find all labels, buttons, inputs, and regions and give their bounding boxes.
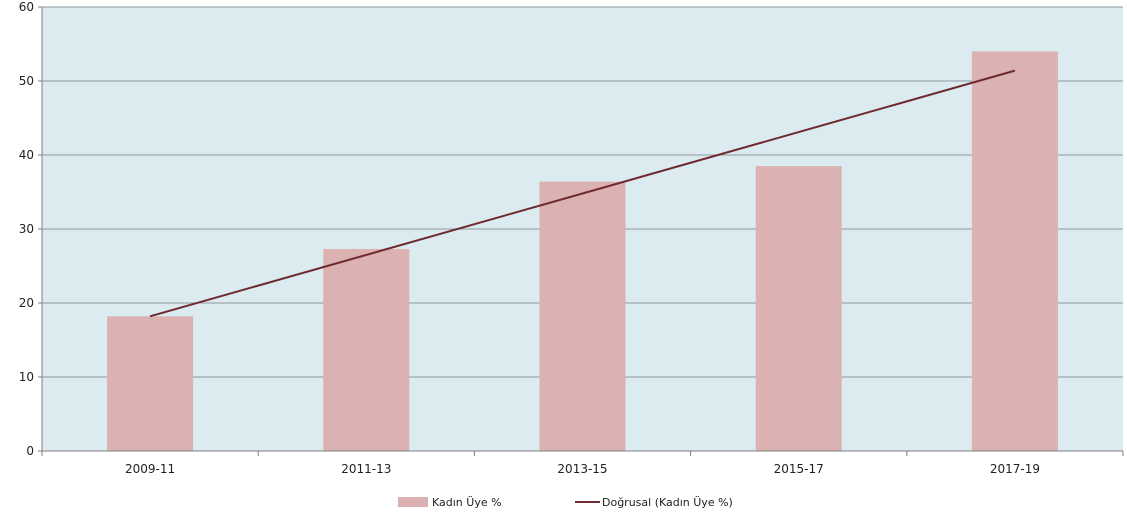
trendline-group bbox=[149, 69, 1016, 318]
bar bbox=[539, 181, 626, 451]
legend-label-trendline: Doğrusal (Kadın Üye %) bbox=[602, 496, 733, 509]
y-tick-label: 40 bbox=[19, 148, 34, 162]
bar bbox=[755, 166, 842, 451]
bars bbox=[107, 51, 1058, 452]
bar bbox=[107, 316, 194, 451]
legend-swatch-bar bbox=[398, 497, 428, 507]
y-tick-label: 10 bbox=[19, 370, 34, 384]
y-tick-label: 60 bbox=[19, 0, 34, 14]
y-tick-label: 20 bbox=[19, 296, 34, 310]
x-tick-label: 2009-11 bbox=[125, 462, 175, 476]
y-axis-ticks: 0 10 20 30 40 50 60 bbox=[19, 0, 42, 458]
x-tick-label: 2011-13 bbox=[341, 462, 391, 476]
y-tick-label: 50 bbox=[19, 74, 34, 88]
x-tick-label: 2017-19 bbox=[990, 462, 1040, 476]
bar bbox=[323, 248, 410, 451]
trendline bbox=[149, 69, 1016, 318]
bar bbox=[971, 51, 1058, 452]
y-tick-label: 0 bbox=[26, 444, 34, 458]
x-axis-ticks: 2009-11 2011-13 2013-15 2015-17 2017-19 bbox=[41, 451, 1124, 476]
x-tick-label: 2015-17 bbox=[774, 462, 824, 476]
x-tick-label: 2013-15 bbox=[557, 462, 607, 476]
y-tick-label: 30 bbox=[19, 222, 34, 236]
legend-label-bar: Kadın Üye % bbox=[432, 496, 502, 509]
legend: Kadın Üye % Doğrusal (Kadın Üye %) bbox=[398, 496, 733, 509]
